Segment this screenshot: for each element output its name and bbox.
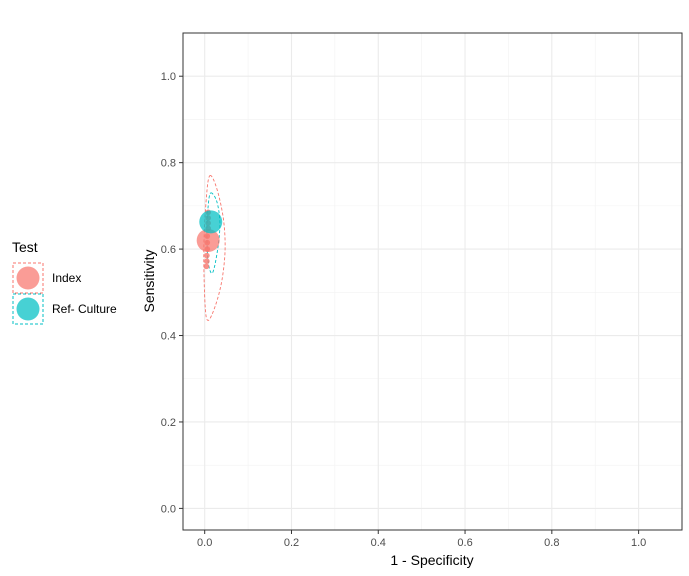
legend-item: Ref- Culture [12, 293, 117, 325]
y-tick-label: 0.4 [161, 331, 176, 343]
x-tick-label: 0.8 [544, 537, 559, 549]
y-tick-label: 0.6 [161, 244, 176, 256]
legend: Test Index Ref- Culture [12, 239, 117, 325]
legend-key-box [12, 293, 44, 325]
x-tick-label: 0.0 [197, 537, 212, 549]
study-point [203, 263, 210, 270]
y-axis-title: Sensitivity [141, 249, 157, 312]
summary-point-1 [199, 210, 223, 234]
x-tick-label: 0.4 [371, 537, 386, 549]
x-tick-label: 0.2 [284, 537, 299, 549]
legend-label: Ref- Culture [52, 302, 117, 316]
y-tick-label: 0.0 [161, 503, 176, 515]
y-tick-label: 1.0 [161, 71, 176, 83]
study-point [204, 252, 210, 259]
data-points [196, 209, 223, 270]
summary-point-0 [196, 228, 220, 252]
y-tick-label: 0.8 [161, 158, 176, 170]
plot-border [182, 32, 683, 531]
x-axis-title: 1 - Specificity [390, 552, 473, 568]
x-tick-label: 0.6 [457, 537, 472, 549]
y-axis-ticks: 0.0 0.2 0.4 0.6 0.8 1.0 [161, 71, 183, 515]
grid-lines [183, 33, 682, 530]
legend-label: Index [52, 271, 81, 285]
plot-panel [183, 33, 682, 530]
legend-key-marker [16, 297, 40, 321]
y-tick-label: 0.2 [161, 417, 176, 429]
confidence-region-0 [203, 175, 226, 321]
study-point [204, 258, 210, 264]
x-axis-ticks: 0.0 0.2 0.4 0.6 0.8 1.0 [197, 530, 646, 549]
x-tick-label: 1.0 [631, 537, 646, 549]
legend-title: Test [12, 239, 38, 255]
legend-item: Index [12, 262, 81, 294]
legend-key-marker [16, 266, 40, 290]
legend-items: Index Ref- Culture [12, 262, 117, 325]
legend-key-box [12, 262, 44, 294]
